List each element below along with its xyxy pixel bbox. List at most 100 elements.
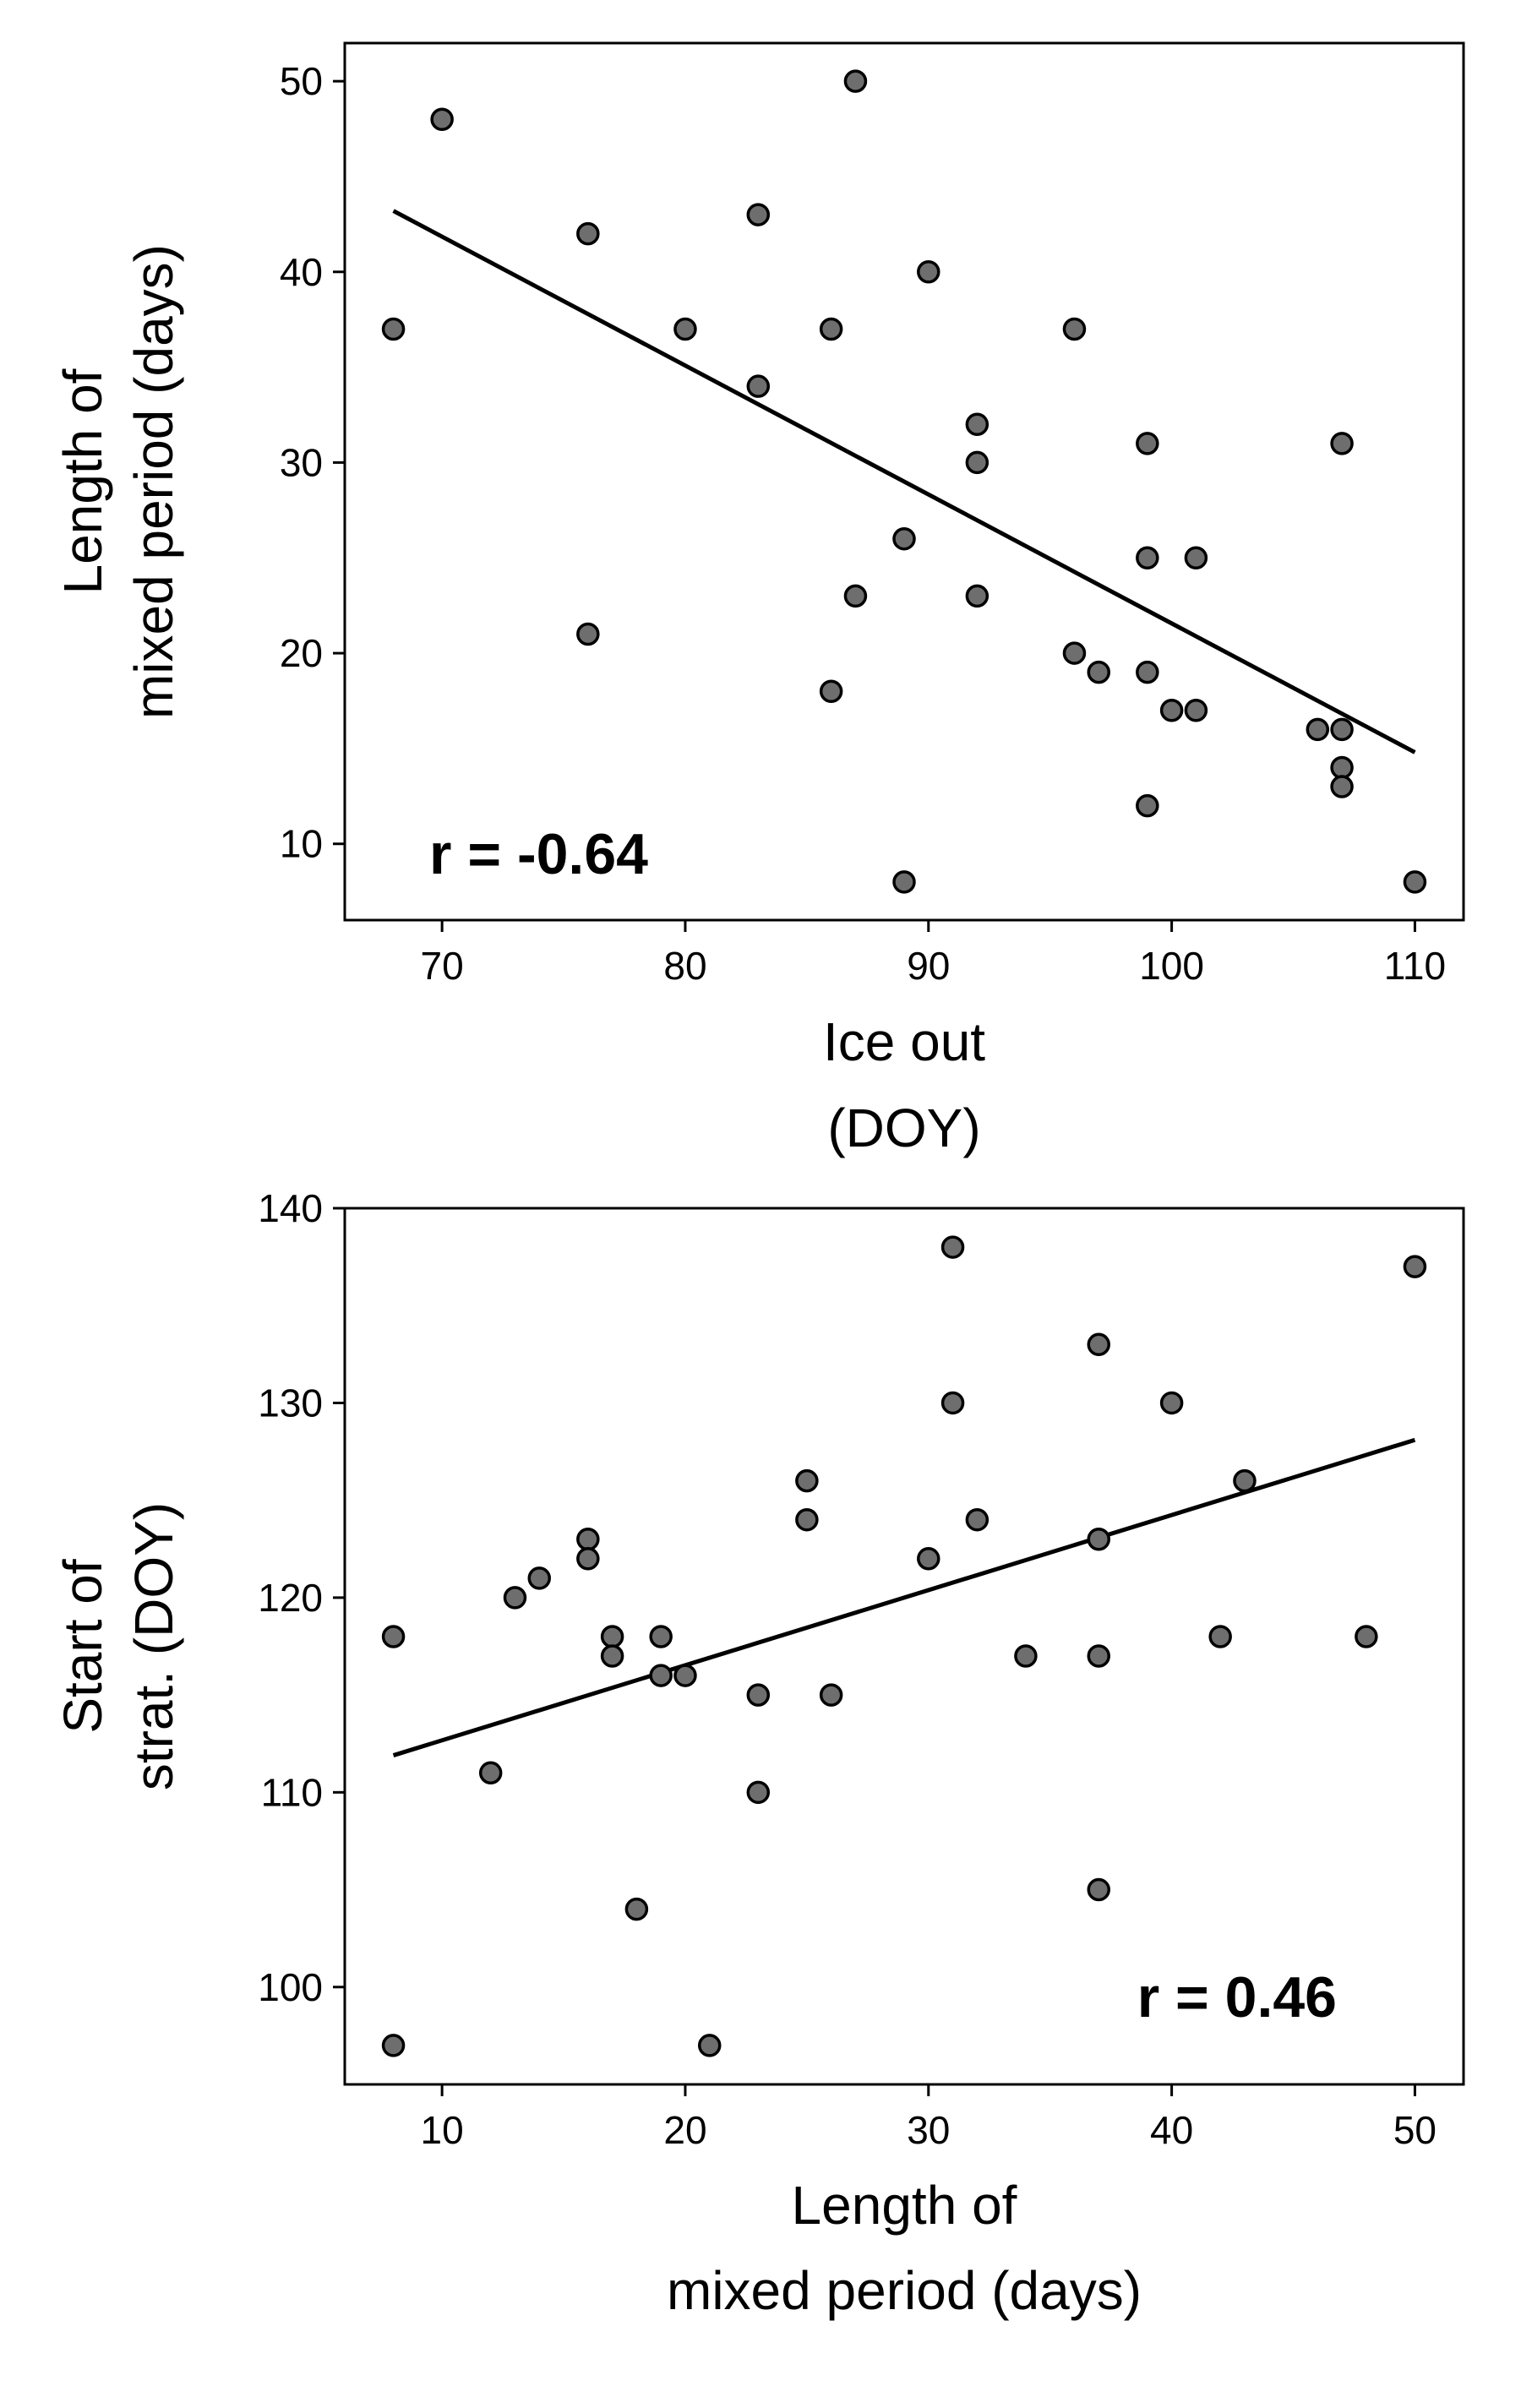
correlation-annotation: r = 0.46	[1137, 1965, 1337, 2029]
y-axis-title: mixed period (days)	[123, 244, 184, 719]
data-point	[1184, 546, 1208, 570]
data-point	[1403, 870, 1427, 894]
data-point	[819, 317, 843, 341]
data-point	[1330, 775, 1354, 798]
data-point	[843, 584, 868, 608]
data-point	[1136, 793, 1159, 818]
y-axis-title: Start of	[52, 1559, 113, 1734]
regression-line	[392, 209, 1416, 755]
data-point	[649, 1664, 673, 1687]
data-point	[795, 1507, 819, 1532]
y-tick-label: 140	[258, 1186, 323, 1230]
x-tick-label: 10	[421, 2108, 464, 2152]
data-point	[819, 679, 843, 703]
correlation-annotation: r = -0.64	[429, 822, 648, 886]
data-point	[819, 1683, 843, 1707]
data-point	[746, 1683, 771, 1707]
plot-frame	[343, 1207, 1465, 2086]
y-tick-label: 120	[258, 1576, 323, 1620]
data-point	[843, 69, 868, 93]
x-tick-label: 90	[907, 944, 950, 988]
y-tick-label: 40	[280, 250, 323, 294]
data-point	[1087, 1528, 1111, 1551]
x-tick-label: 110	[1384, 944, 1446, 988]
data-point	[965, 584, 989, 608]
data-point	[1208, 1625, 1232, 1648]
y-axis-title: strat. (DOY)	[123, 1502, 184, 1790]
x-axis-title: Length of	[792, 2175, 1017, 2236]
y-tick-label: 100	[258, 1965, 323, 2009]
data-point	[381, 1625, 406, 1648]
data-point	[576, 1547, 600, 1571]
data-point	[940, 1235, 965, 1259]
regression-line	[392, 1437, 1416, 1757]
data-point	[746, 203, 771, 226]
data-point	[430, 107, 454, 132]
data-point	[746, 374, 771, 398]
x-tick-label: 50	[1393, 2108, 1436, 2152]
x-axis-title: mixed period (days)	[667, 2260, 1142, 2321]
data-point	[1136, 546, 1159, 570]
y-tick-label: 30	[280, 440, 323, 484]
x-axis-title: (DOY)	[827, 1098, 980, 1158]
plot-frame	[343, 41, 1465, 922]
data-point	[673, 317, 697, 341]
data-point	[576, 221, 600, 246]
data-point	[1330, 432, 1354, 455]
data-point	[1330, 755, 1354, 780]
data-point	[917, 1547, 940, 1571]
data-point	[1087, 1644, 1111, 1668]
data-point	[381, 317, 406, 341]
data-point	[746, 1780, 771, 1805]
x-axis-title: Ice out	[823, 1011, 985, 1072]
data-point	[1233, 1468, 1257, 1493]
data-point	[624, 1897, 649, 1921]
data-point	[1184, 699, 1208, 722]
data-point	[1159, 699, 1184, 722]
x-tick-label: 80	[663, 944, 706, 988]
data-point	[503, 1586, 527, 1610]
y-tick-label: 50	[280, 59, 323, 103]
x-tick-label: 20	[663, 2108, 706, 2152]
data-point	[1330, 717, 1354, 742]
x-tick-label: 70	[421, 944, 464, 988]
data-point	[1062, 317, 1087, 341]
data-point	[917, 260, 940, 284]
data-point	[1087, 1877, 1111, 1902]
data-point	[1136, 660, 1159, 684]
data-point	[478, 1761, 503, 1785]
data-point	[600, 1625, 624, 1648]
x-tick-label: 100	[1139, 944, 1204, 988]
data-point	[892, 526, 916, 551]
data-point	[965, 450, 989, 475]
y-tick-label: 130	[258, 1381, 323, 1425]
y-tick-label: 110	[261, 1770, 323, 1814]
data-point	[940, 1391, 965, 1415]
data-point	[1159, 1391, 1184, 1415]
data-point	[1062, 641, 1087, 665]
panel-mixed-length-vs-stratification: 10 20 30 40 50 100 110 120 130 140 r = 0.46 Length …	[52, 1186, 1465, 2321]
data-point	[1403, 1255, 1427, 1278]
y-tick-label: 20	[280, 631, 323, 675]
data-point	[1014, 1644, 1038, 1668]
data-point	[965, 412, 989, 437]
data-point	[649, 1625, 673, 1648]
y-tick-label: 10	[280, 822, 323, 866]
data-point	[1355, 1625, 1378, 1648]
y-axis-title: Length of	[52, 368, 113, 594]
data-point	[1306, 717, 1330, 742]
data-point	[965, 1507, 989, 1532]
panel-ice-out-vs-mixed-length: 70 80 90 100 110 10 20 30 40 50 r = -0.64 Ice out (D…	[52, 41, 1465, 1158]
data-point	[527, 1566, 552, 1590]
data-point	[697, 2034, 722, 2057]
x-tick-label: 40	[1150, 2108, 1193, 2152]
data-point	[600, 1644, 624, 1668]
data-point	[576, 1528, 600, 1551]
data-point	[1087, 1332, 1111, 1357]
data-point	[673, 1664, 697, 1687]
x-tick-label: 30	[907, 2108, 950, 2152]
data-point	[892, 870, 916, 894]
data-point	[381, 2034, 406, 2057]
data-point	[1087, 660, 1111, 684]
